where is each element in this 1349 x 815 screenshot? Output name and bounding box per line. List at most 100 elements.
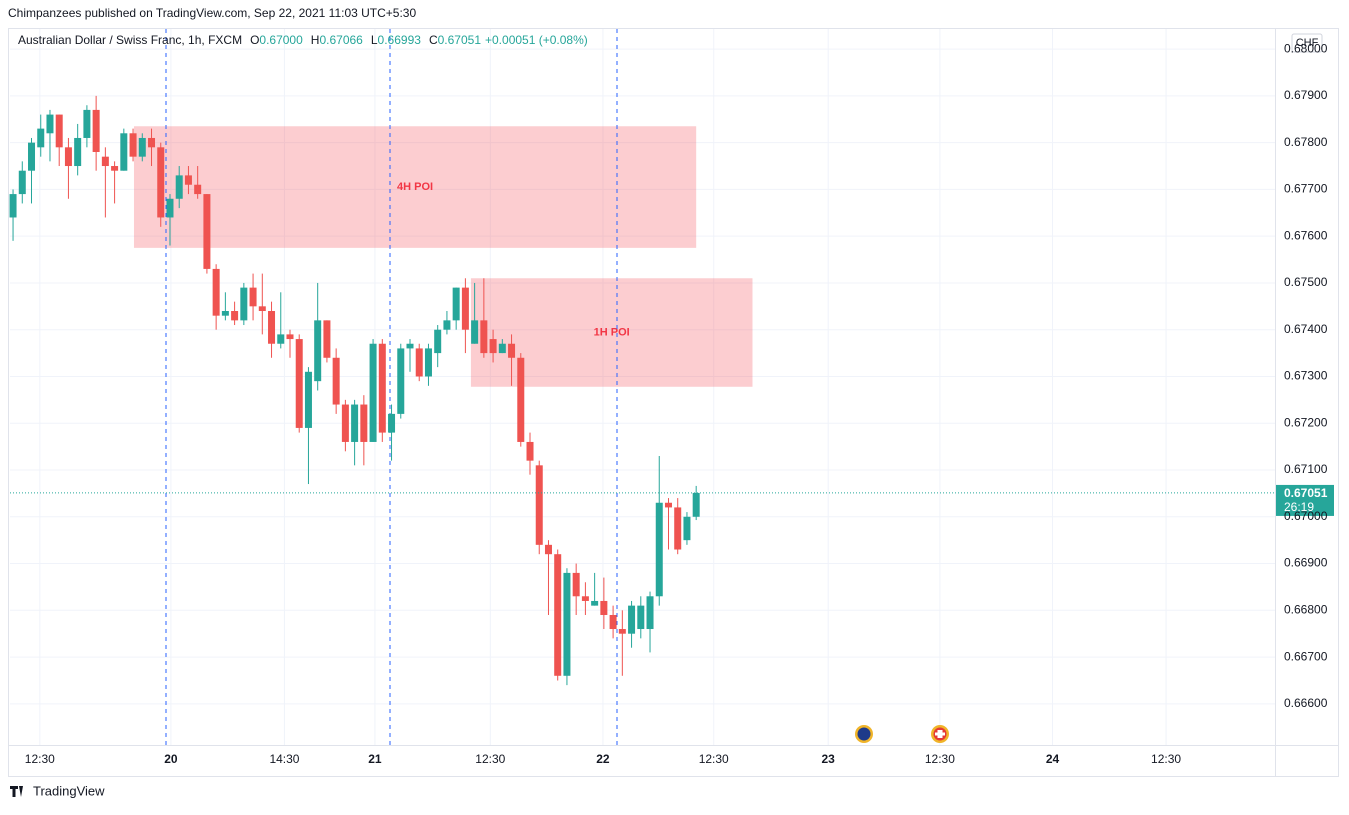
y-tick-label: 0.67400: [1284, 322, 1328, 336]
candle-body: [286, 334, 294, 340]
candle-body: [111, 166, 119, 171]
poi-label: 4H POI: [397, 181, 433, 193]
candle-body: [692, 492, 700, 517]
candle-body: [406, 343, 414, 349]
candle-body: [683, 516, 691, 541]
candle-body: [221, 311, 229, 316]
candle-body: [452, 287, 460, 321]
candle-body: [471, 320, 479, 344]
legend-change: +0.00051 (+0.08%): [485, 33, 588, 47]
currency-box: [1291, 33, 1323, 53]
x-tick-label: 12:30: [699, 752, 729, 766]
candle-body: [203, 194, 211, 269]
y-tick-label: 0.67700: [1284, 182, 1328, 196]
publisher-line: Chimpanzees published on TradingView.com…: [8, 6, 416, 20]
candle-body: [618, 629, 626, 634]
candle-body: [388, 413, 396, 433]
candle-body: [46, 114, 54, 134]
candle-body: [637, 605, 645, 630]
legend-key: H: [311, 33, 320, 47]
candle-body: [351, 404, 359, 442]
y-tick-label: 0.67800: [1284, 135, 1328, 149]
legend-key: L: [371, 33, 378, 47]
candle-body: [64, 147, 72, 167]
legend-key: C: [429, 33, 438, 47]
candle-body: [92, 109, 100, 152]
last-price-box: [1276, 484, 1334, 516]
candle-body: [461, 287, 469, 330]
candle-body: [37, 128, 45, 148]
y-tick-label: 0.66700: [1284, 649, 1328, 663]
candle-body: [157, 147, 165, 218]
countdown: 26:19: [1284, 500, 1314, 514]
poi-zone: [133, 126, 697, 248]
candle-body: [323, 320, 331, 358]
grid: [10, 29, 1275, 745]
candles: [9, 95, 700, 686]
candle-body: [535, 465, 543, 545]
y-tick-label: 0.66600: [1284, 696, 1328, 710]
candle-body: [129, 133, 137, 157]
legend-value: 0.67066: [319, 33, 363, 47]
x-tick-label: 20: [164, 752, 178, 766]
y-tick-label: 0.67600: [1284, 228, 1328, 242]
candle-body: [240, 287, 248, 321]
event-icon-inner: [857, 727, 871, 741]
legend-title: Australian Dollar / Swiss Franc, 1h, FXC…: [18, 33, 242, 47]
candle-body: [184, 175, 192, 185]
poi-label: 1H POI: [594, 326, 630, 338]
y-tick-label: 0.68000: [1284, 41, 1328, 55]
candle-body: [249, 287, 257, 307]
x-tick-label: 14:30: [269, 752, 299, 766]
candle-body: [424, 348, 432, 377]
candle-body: [231, 311, 239, 321]
candle-body: [55, 114, 63, 148]
currency: CHF: [1296, 37, 1319, 49]
candle-body: [664, 502, 672, 508]
candle-body: [489, 339, 497, 354]
candle-body: [526, 441, 534, 461]
candle-body: [212, 268, 220, 316]
legend-value: 0.67000: [259, 33, 303, 47]
candle-body: [415, 348, 423, 377]
candle-body: [591, 600, 599, 606]
y-tick-label: 0.67000: [1284, 509, 1328, 523]
y-tick-label: 0.66900: [1284, 556, 1328, 570]
candle-body: [517, 357, 525, 442]
candle-body: [138, 137, 146, 157]
candle-body: [194, 184, 202, 195]
x-tick-label: 21: [368, 752, 382, 766]
candle-body: [268, 311, 276, 344]
candle-body: [83, 109, 91, 138]
y-tick-label: 0.67900: [1284, 88, 1328, 102]
chart-frame: [8, 28, 1339, 777]
candle-body: [166, 198, 174, 218]
candle-body: [101, 156, 109, 167]
y-tick-label: 0.67500: [1284, 275, 1328, 289]
y-tick-label: 0.67200: [1284, 415, 1328, 429]
candle-body: [600, 600, 608, 615]
candle-body: [258, 306, 266, 312]
candle-body: [332, 357, 340, 405]
candle-body: [378, 343, 386, 433]
x-tick-label: 12:30: [475, 752, 505, 766]
candle-body: [341, 404, 349, 442]
candle-body: [572, 572, 580, 597]
x-tick-label: 24: [1046, 752, 1060, 766]
candle-body: [120, 133, 128, 171]
y-tick-label: 0.67100: [1284, 462, 1328, 476]
candle-body: [18, 170, 26, 195]
brand-logo: [10, 786, 23, 797]
legend: Australian Dollar / Swiss Franc, 1h, FXC…: [18, 33, 588, 47]
candle-body: [544, 544, 552, 555]
candle-body: [480, 320, 488, 354]
legend-value: 0.67051: [438, 33, 482, 47]
candle-body: [581, 596, 589, 601]
candle-body: [148, 137, 156, 148]
candle-body: [508, 343, 516, 358]
candle-body: [304, 371, 312, 428]
x-tick-label: 22: [596, 752, 610, 766]
